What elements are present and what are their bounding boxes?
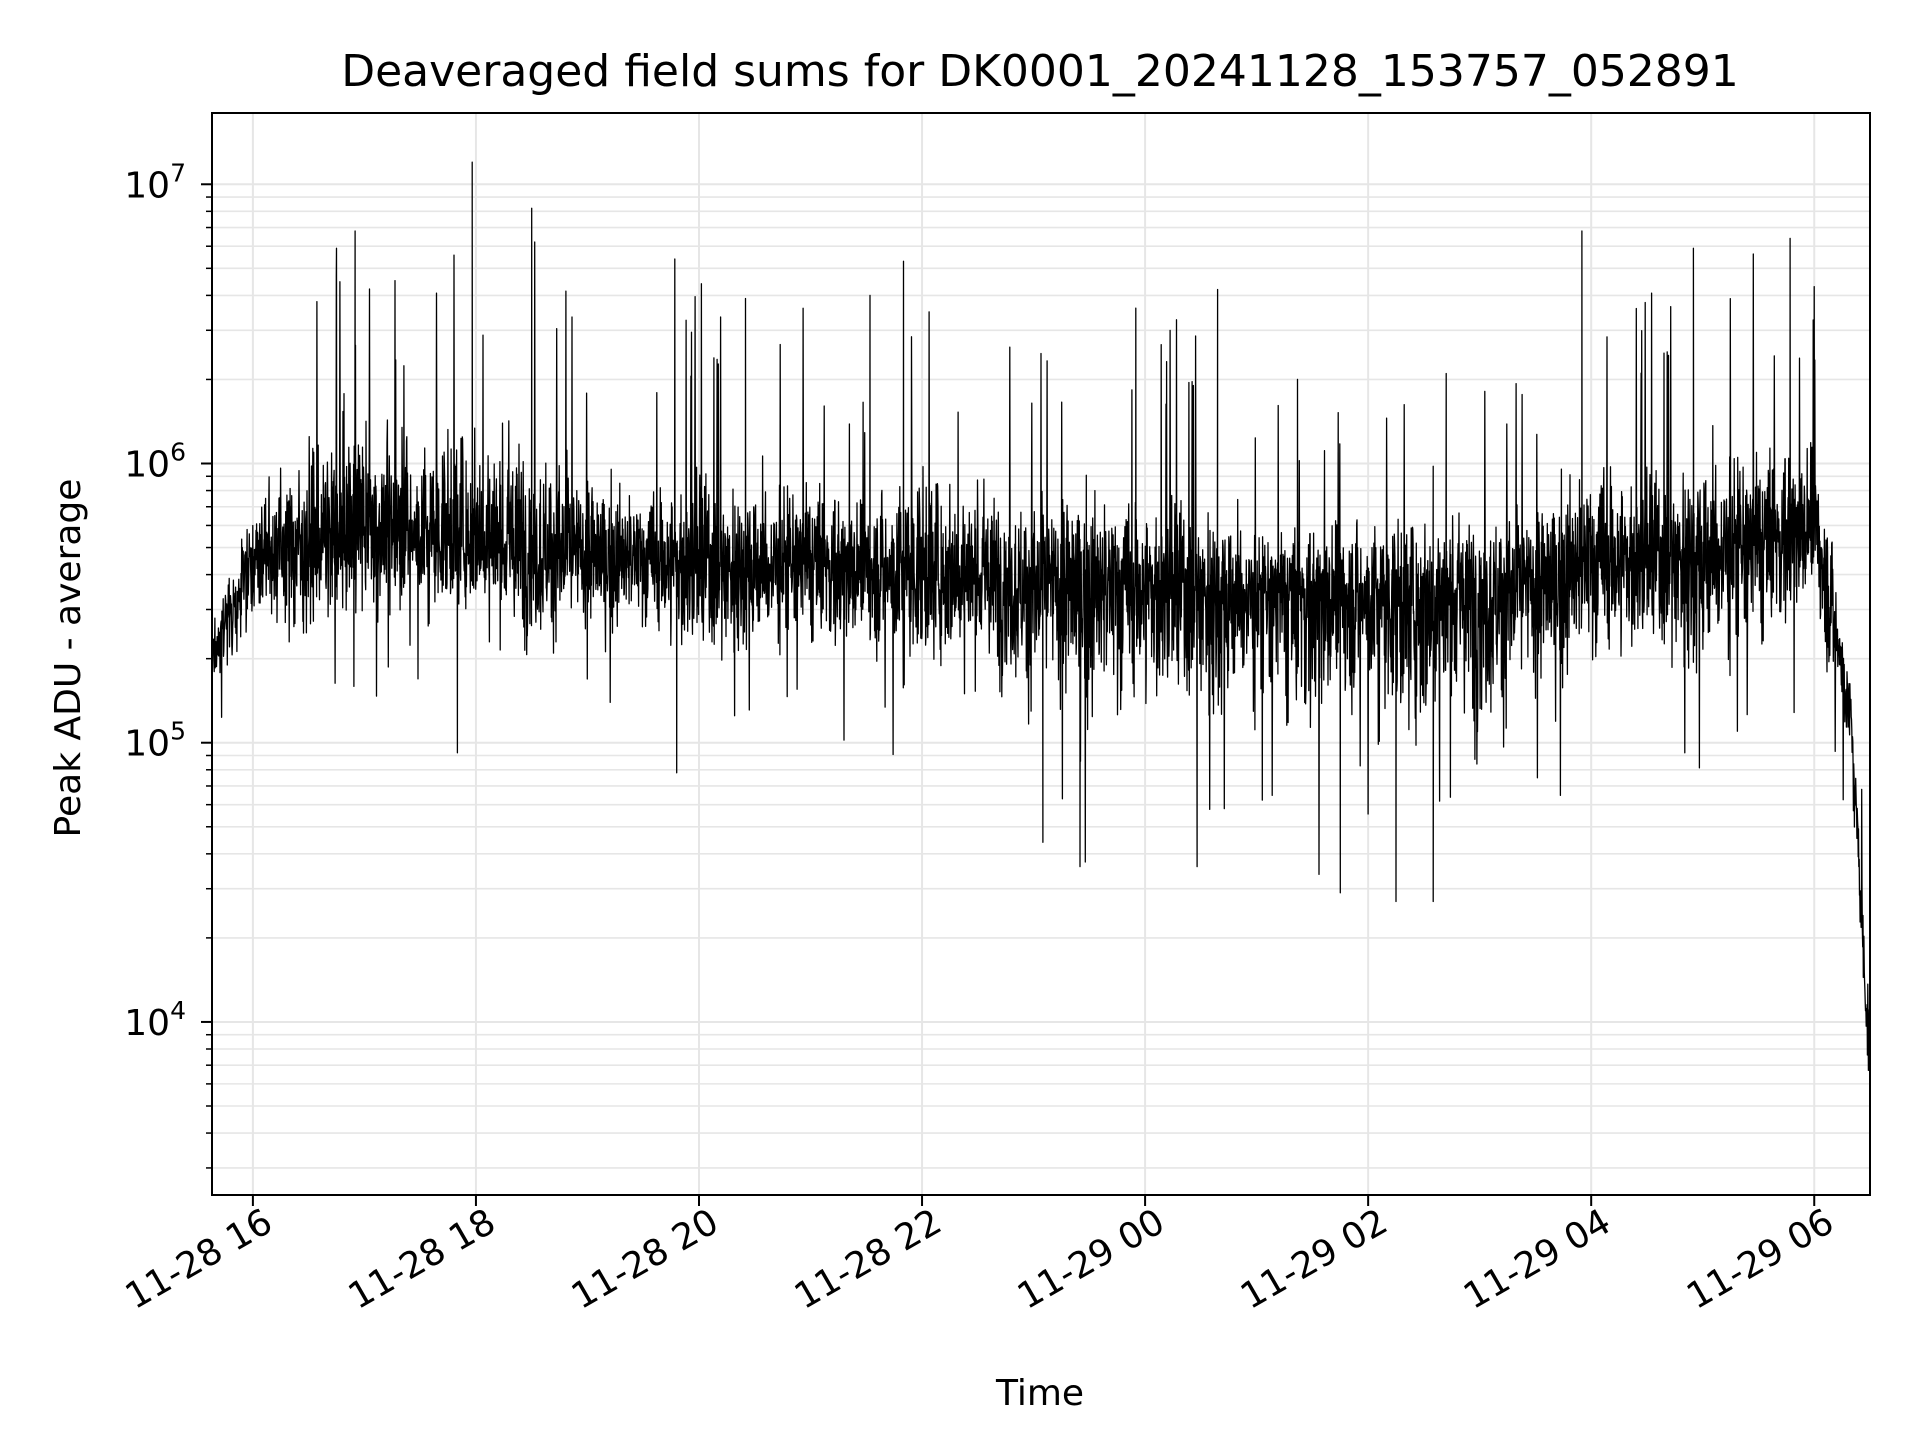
y-tick-exponent: 4 xyxy=(170,996,186,1025)
y-tick-exponent: 6 xyxy=(170,437,186,466)
y-tick-exponent: 5 xyxy=(170,717,186,746)
y-tick-exponent: 7 xyxy=(170,158,186,187)
chart-title: Deaveraged field sums for DK0001_2024112… xyxy=(341,46,1739,97)
y-tick-label: 106 xyxy=(124,437,186,485)
x-axis-label: Time xyxy=(995,1373,1084,1414)
y-tick-base: 10 xyxy=(124,1003,170,1044)
series-line xyxy=(211,161,1871,1134)
y-tick-label: 105 xyxy=(124,717,186,765)
y-tick-label: 104 xyxy=(124,996,186,1044)
plot-frame xyxy=(211,112,1871,1196)
y-tick-base: 10 xyxy=(124,165,170,206)
y-tick-label: 107 xyxy=(124,158,186,206)
y-axis-label: Peak ADU - average xyxy=(48,479,89,838)
y-tick-base: 10 xyxy=(124,724,170,765)
y-tick-base: 10 xyxy=(124,444,170,485)
series-layer xyxy=(211,161,1871,1134)
